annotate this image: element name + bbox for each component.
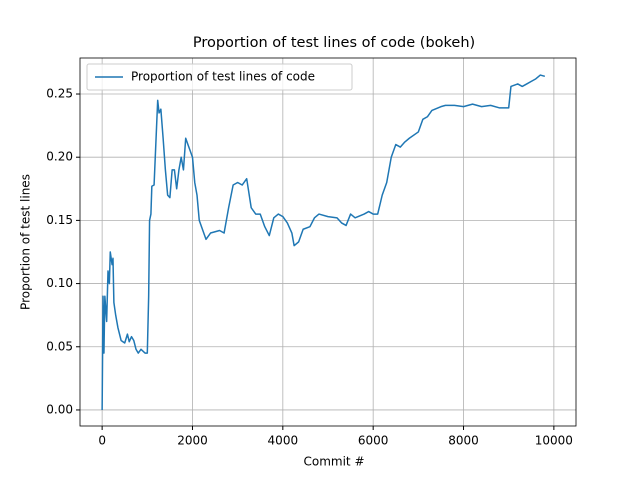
x-tick-label: 0 [98, 434, 106, 448]
x-tick-label: 6000 [358, 434, 389, 448]
y-axis-label: Proportion of test lines [19, 174, 33, 310]
x-tick-label: 8000 [448, 434, 479, 448]
y-tick-label: 0.05 [46, 339, 73, 353]
y-tick-label: 0.00 [46, 402, 73, 416]
data-line [101, 74, 546, 410]
x-tick-label: 10000 [535, 434, 573, 448]
x-axis-label: Commit # [303, 455, 364, 469]
y-tick-label: 0.15 [46, 213, 73, 227]
legend-label: Proportion of test lines of code [131, 70, 315, 84]
chart-title: Proportion of test lines of code (bokeh) [193, 35, 475, 51]
y-tick-label: 0.10 [46, 276, 73, 290]
y-tick-label: 0.20 [46, 150, 73, 164]
x-tick-label: 2000 [177, 434, 208, 448]
y-tick-label: 0.25 [46, 87, 73, 101]
plot-frame [79, 57, 577, 427]
x-tick-label: 4000 [268, 434, 299, 448]
legend-box [86, 63, 353, 91]
